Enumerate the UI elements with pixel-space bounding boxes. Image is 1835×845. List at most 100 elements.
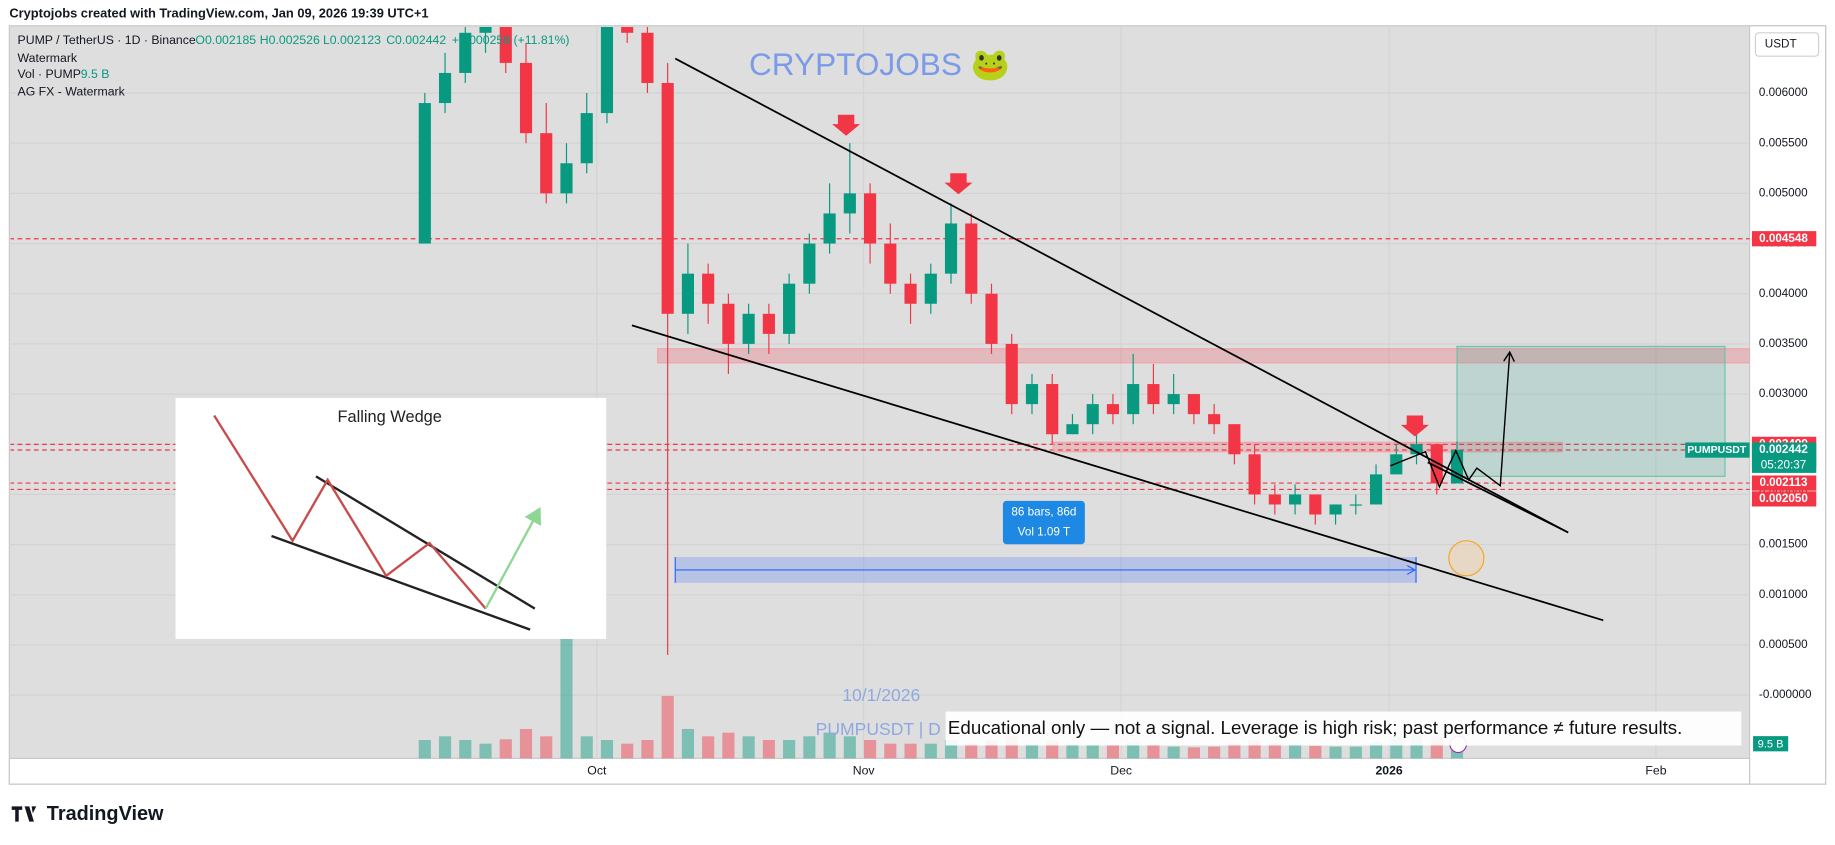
candle-body [519,62,533,134]
disclaimer: Educational only — not a signal. Leverag… [945,711,1742,746]
candle-body [762,313,775,334]
candle-body [621,26,634,33]
candle-body [1167,394,1180,405]
volume-bar [783,739,796,759]
volume-bar [1167,746,1180,759]
tooltip-volume: Vol 1.09 T [1018,526,1070,539]
volume-bar [1329,746,1342,759]
candle-body [418,103,431,244]
candle-body [459,32,472,73]
candle-body [843,193,856,214]
y-tick-label: 0.004000 [1759,287,1808,300]
y-tick-label: 0.000500 [1759,638,1808,651]
volume-bar [1228,743,1241,759]
candle-body [803,243,816,284]
inset: Falling Wedge [175,397,607,640]
legend: PUMP / TetherUS · 1D · Binance O0.002185… [18,33,570,98]
candle-body [702,273,715,304]
y-tick-label: 0.006000 [1759,86,1808,99]
brand-name: TradingView [47,803,164,825]
inset-line [271,534,531,631]
volume-bar [418,739,431,759]
range-tooltip: 86 bars, 86d Vol 1.09 T [1002,500,1085,545]
candle-body [1329,504,1342,515]
volume-bar [1066,743,1079,759]
volume-bar [722,732,735,759]
tooltip-box [1002,500,1085,545]
volume-bar [1309,745,1322,759]
volume-bar [742,736,755,759]
volume-bar [1147,745,1160,759]
volume-bar [580,736,593,759]
price-tag-label: 0.002050 [1759,492,1808,505]
candle-body [863,193,877,244]
candle-body [1410,444,1423,455]
candle-body [884,243,897,284]
candle-body [1349,504,1362,506]
candle-body [1106,404,1120,415]
candle-body [1268,494,1281,505]
price-tag [1751,231,1817,247]
candle-body [722,303,735,344]
currency-button[interactable]: USDT [1754,32,1820,57]
symbol-tag-label: PUMPUSDT [1687,444,1747,456]
candle-body [1025,384,1039,405]
candle-body [1187,394,1200,415]
candle-body [965,223,978,294]
x-tick-label: Oct [587,763,607,777]
candle-body [944,223,958,274]
y-tick-label: 0.005500 [1759,136,1808,149]
legend-change: +0.000258 (+11.81%) [452,33,570,47]
candle-body [985,293,998,344]
candle-body [560,163,573,194]
last-price-tag [1751,442,1817,473]
volume-bar [438,736,452,759]
volume-bar [702,736,715,759]
legend-close: C0.002442 [386,33,446,47]
candle-body [1147,384,1160,405]
inset-breakout [484,507,542,610]
volume-tag-text: 9.5 B [1758,738,1784,750]
volume-tag-box [1753,736,1789,752]
y-tick-label: 0.001000 [1759,588,1808,601]
candle-body [438,72,452,104]
arrow-down [832,114,861,136]
candle-body [1005,343,1018,405]
countdown: 05:20:37 [1761,458,1807,471]
last-price-label: 0.002442 [1759,443,1808,456]
volume [418,574,1464,759]
candle-body [1390,454,1403,475]
candle-body [499,26,512,63]
projection [1390,353,1509,489]
candle-body [1309,494,1322,515]
price-axis [1748,25,1827,785]
volume-bar [681,728,694,759]
candle-body [600,26,614,114]
volume-bar [499,739,512,759]
candle-body [924,273,937,304]
volume-bar [823,732,836,759]
lower-trendline [631,324,1604,622]
currency[interactable]: USDT [1765,38,1797,51]
support-zone [1052,441,1563,453]
brand: TradingView [11,803,164,825]
candle-body [580,113,593,164]
arrow-down [1400,415,1429,437]
arrow-down [944,173,973,195]
volume-bar [1349,746,1362,759]
candle-body [1208,414,1221,425]
candle-body [742,313,755,344]
volume-bar [600,739,614,759]
price-tag [1751,491,1817,507]
price-tag-label: 0.004548 [1759,232,1808,245]
candle-body [1248,454,1261,495]
brand-title: CRYPTOJOBS 🐸 [749,46,1010,82]
indicator: Vol · PUMP [18,67,81,81]
currency-box[interactable] [1754,32,1820,57]
volume-tag: 9.5 B [1753,736,1789,752]
brand-logo [11,806,37,822]
volume-bar [1369,742,1383,759]
volume-bar [1208,746,1221,759]
y-tick-label: 0.003500 [1759,337,1808,350]
